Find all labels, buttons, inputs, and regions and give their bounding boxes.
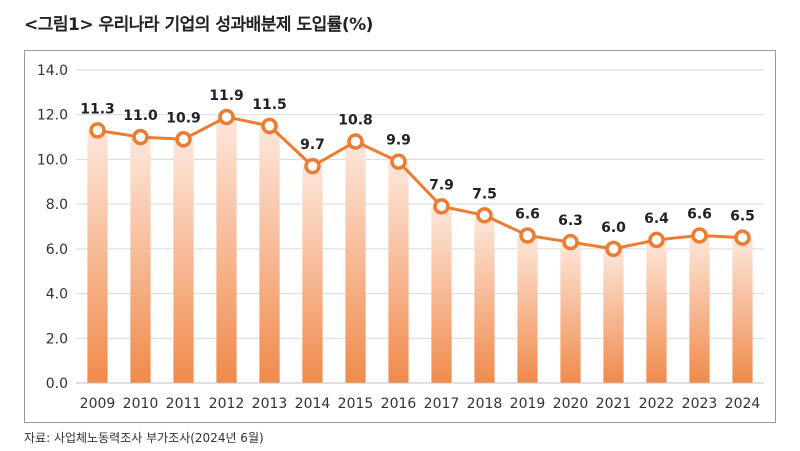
bar [603,248,624,383]
bars [87,116,753,384]
x-tick-label: 2014 [295,396,331,412]
data-label: 6.6 [687,206,712,222]
bar [87,130,108,383]
data-label: 11.5 [252,97,287,113]
data-label: 11.3 [80,101,115,117]
series-line [97,115,743,251]
x-tick-label: 2010 [123,396,159,412]
data-point [261,117,278,135]
x-tick-label: 2016 [381,396,417,412]
axes: 0.0 2.0 4.0 6.0 8.0 10.0 12.0 14.0 2009 2010 2011 2… [37,63,764,412]
bar [216,116,237,383]
bar [431,206,452,383]
bar [259,125,280,384]
data-label: 6.4 [644,211,669,227]
data-labels: 11.3 11.0 10.9 11.9 11.5 9.7 10.8 9.9 7.9 7.5 6.6 6… [80,88,755,236]
bar [130,137,151,383]
source-note: 자료: 사업체노동력조사 부가조사(2024년 6월) [24,431,264,445]
x-tick-label: 2012 [209,396,245,412]
x-tick-label: 2018 [467,396,503,412]
bar [173,139,194,383]
data-label: 7.5 [472,186,497,202]
x-tick-label: 2013 [252,396,288,412]
data-point [89,122,106,139]
data-point [648,231,665,249]
y-tick-label: 12.0 [37,108,68,124]
x-tick-label: 2015 [338,396,374,412]
data-label: 7.9 [429,177,454,193]
x-tick-label: 2021 [596,396,632,412]
data-point [218,108,235,126]
data-point [390,153,407,170]
y-tick-label: 0.0 [46,376,68,392]
bar [474,215,495,383]
y-tick-label: 8.0 [46,197,68,213]
data-label: 6.6 [515,206,540,222]
data-point [734,229,751,246]
data-point [304,157,321,175]
data-label: 9.7 [300,137,325,153]
bar [388,161,409,383]
y-tick-label: 6.0 [46,242,68,258]
series-line-path [97,115,743,251]
data-label: 6.0 [601,220,626,236]
bar [560,242,581,383]
bar [517,235,538,383]
bar [302,166,323,383]
x-tick-label: 2024 [725,396,761,412]
data-point [562,233,579,251]
bar [732,237,753,383]
data-point [691,227,708,244]
data-label: 10.8 [338,113,373,129]
chart-frame [24,50,776,423]
data-point [476,207,493,224]
bar [646,239,667,383]
data-point [605,240,622,258]
x-tick-label: 2009 [80,396,116,412]
chart-title: <그림1> 우리나라 기업의 성과배분제 도입률(%) [24,15,373,35]
data-label: 6.5 [730,209,755,225]
bar [689,235,710,383]
x-tick-label: 2019 [510,396,546,412]
data-point [519,227,536,244]
data-label: 9.9 [386,133,411,149]
x-tick-label: 2011 [166,396,202,412]
data-label: 6.3 [558,213,583,229]
data-point [433,198,450,215]
data-point [175,131,192,148]
data-points [89,108,751,258]
data-label: 11.9 [209,88,244,104]
x-tick-label: 2017 [424,396,460,412]
bar [345,141,366,383]
y-tick-label: 2.0 [46,331,68,347]
data-point [132,128,149,146]
y-tick-label: 14.0 [37,63,68,79]
data-label: 10.9 [166,110,201,126]
y-tick-label: 10.0 [37,152,68,168]
data-point [347,133,364,150]
y-tick-label: 4.0 [46,287,68,303]
data-label: 11.0 [123,108,158,124]
x-tick-label: 2023 [682,396,718,412]
x-tick-label: 2022 [639,396,675,412]
x-tick-label: 2020 [553,396,589,412]
